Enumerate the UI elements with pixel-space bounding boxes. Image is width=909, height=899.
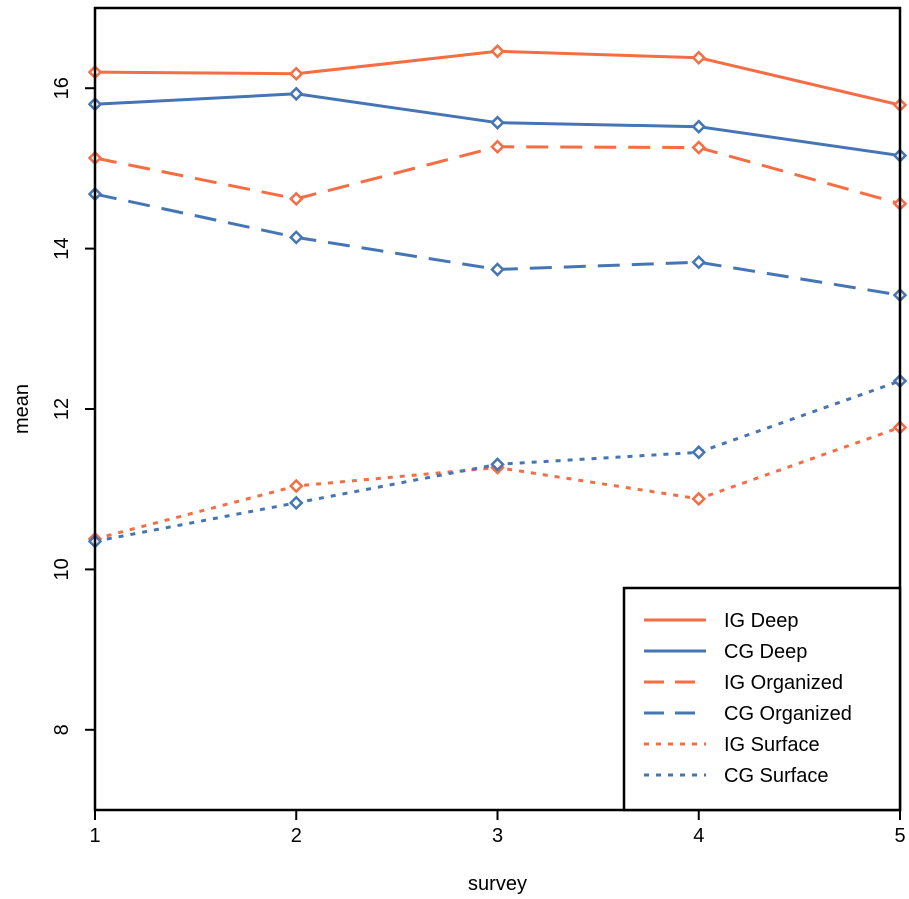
series-line (94, 145, 901, 206)
data-point (288, 191, 304, 207)
legend-item: IG Surface (644, 734, 820, 756)
x-tick-label: 1 (89, 825, 100, 847)
legend-item: CG Deep (644, 641, 807, 663)
x-tick-label: 3 (492, 825, 503, 847)
y-tick-label: 16 (51, 77, 73, 99)
series-ig-deep (87, 44, 908, 113)
x-tick-label: 5 (894, 825, 905, 847)
legend-item: CG Organized (644, 703, 852, 725)
data-point (288, 495, 304, 511)
x-axis-title: survey (468, 873, 527, 895)
legend-item: CG Surface (644, 765, 828, 787)
x-tick-label: 4 (693, 825, 704, 847)
data-point (288, 478, 304, 494)
x-tick-label: 2 (291, 825, 302, 847)
plot-marks (87, 44, 908, 549)
data-point (288, 66, 304, 82)
data-point (490, 262, 505, 277)
series-cg-organized (87, 186, 908, 303)
legend-label: CG Deep (724, 641, 807, 663)
data-point (490, 115, 505, 130)
y-tick-label: 8 (51, 724, 73, 735)
legend-label: IG Organized (724, 672, 843, 694)
series-ig-organized (87, 139, 908, 211)
data-point (490, 139, 505, 155)
legend-label: IG Deep (724, 610, 798, 632)
legend-item: IG Organized (644, 672, 843, 694)
y-tick-label: 14 (51, 237, 73, 259)
legend-label: CG Surface (724, 765, 828, 787)
data-point (288, 230, 304, 245)
y-axis-title: mean (11, 384, 33, 434)
y-tick-label: 12 (51, 398, 73, 420)
data-point (691, 119, 707, 134)
legend-label: CG Organized (724, 703, 852, 725)
data-point (691, 254, 707, 270)
series-cg-surface (87, 373, 908, 549)
data-point (691, 491, 707, 507)
data-point (691, 50, 707, 65)
data-point (288, 86, 304, 102)
data-point (691, 445, 707, 460)
series-line (94, 192, 901, 297)
legend-box (622, 586, 902, 812)
data-point (490, 457, 505, 472)
data-point (490, 44, 505, 59)
legend: IG Deep CG Deep IG Organized CG Organized IG… (622, 586, 902, 812)
legend-item: IG Deep (644, 610, 798, 632)
series-ig-surface (87, 420, 908, 547)
legend-label: IG Surface (724, 734, 820, 756)
data-point (691, 140, 707, 155)
series-line (94, 426, 901, 541)
y-tick-label: 10 (51, 558, 73, 580)
